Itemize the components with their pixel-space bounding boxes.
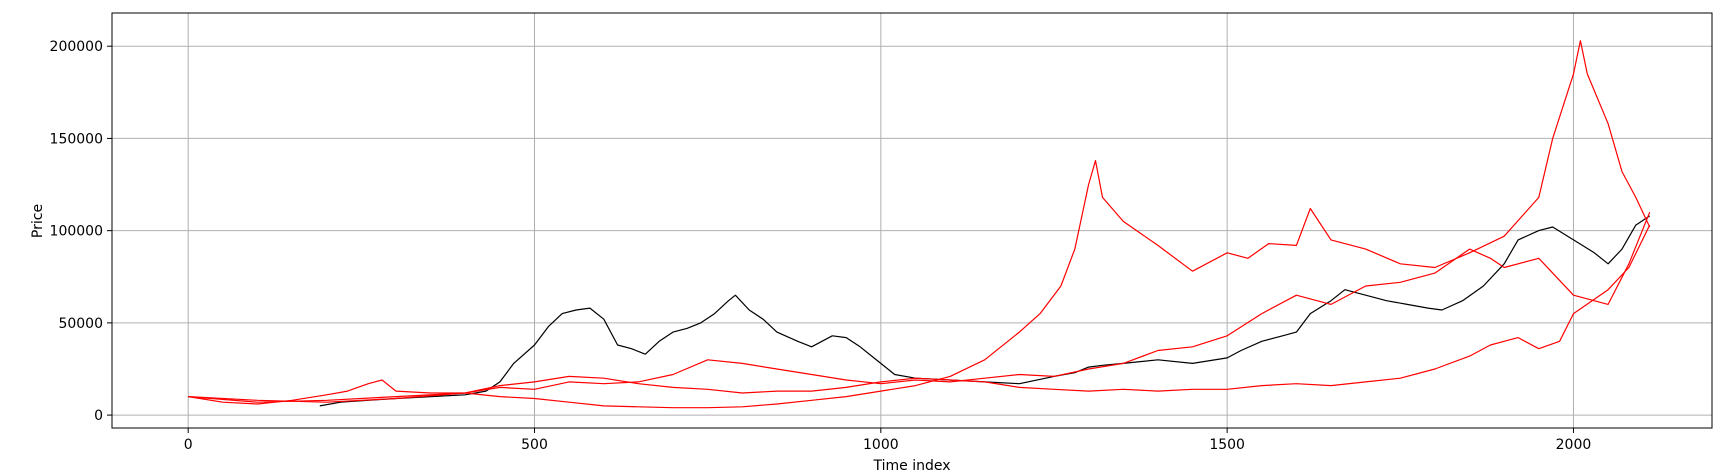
y-tick-label: 100000 [50,224,103,240]
x-tick-label: 2000 [1556,437,1592,453]
axis-ticks: 0 500 1000 1500 2000 0 50000 100000 150000 200000 [50,39,1592,453]
plot-frame [111,12,1713,429]
y-tick-label: 0 [94,408,103,424]
y-axis-label: Price [30,204,46,238]
series-lines [188,40,1651,409]
x-axis-label: Time index [872,458,950,474]
series-line-3 [188,224,1651,403]
x-tick-label: 0 [184,437,193,453]
y-tick-label: 50000 [58,316,103,332]
series-line-2 [188,211,1651,403]
grid-lines [112,13,1712,428]
y-tick-label: 200000 [50,39,103,55]
y-tick-label: 150000 [50,131,103,147]
series-line-0 [319,215,1651,407]
x-tick-label: 1500 [1209,437,1245,453]
series-line-1 [188,40,1651,409]
x-tick-label: 1000 [863,437,899,453]
x-tick-label: 500 [521,437,548,453]
